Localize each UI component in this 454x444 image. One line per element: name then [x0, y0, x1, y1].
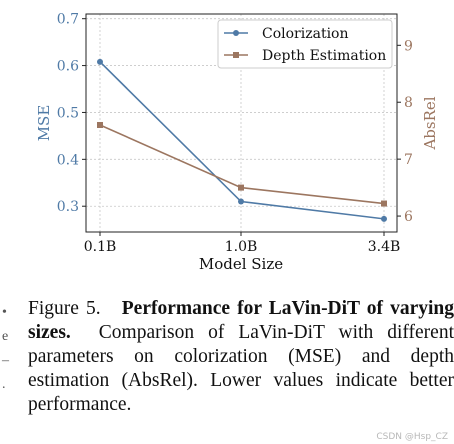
legend-colorization-marker [233, 30, 239, 36]
x-tick-label: 3.4B [368, 239, 401, 255]
watermark: CSDN @Hsp_CZ [376, 432, 448, 442]
series-line-depth-estimation [99, 124, 385, 205]
caption-label: Figure 5. [28, 298, 101, 319]
right-tick-label: 7 [404, 152, 413, 168]
x-axis-label: Model Size [199, 255, 283, 273]
data-point-depth-estimation [381, 200, 387, 207]
legend: Colorization Depth Estimation [217, 19, 393, 69]
margin-glyph: – [2, 353, 9, 368]
margin-glyph: e [2, 329, 9, 344]
x-tick-label: 0.1B [84, 239, 117, 255]
right-tick-label: 8 [404, 95, 413, 111]
margin-glyph: . [2, 377, 6, 392]
left-axis-label: MSE [35, 105, 53, 142]
data-point-depth-estimation [97, 121, 103, 128]
right-axis-ticks: 6 7 8 9 [397, 38, 413, 225]
figure-caption: Figure 5. Performance for LaVin-DiT of v… [28, 297, 454, 417]
caption-title: Performance for LaVin-DiT of varying siz… [28, 298, 454, 343]
right-tick-label: 6 [404, 209, 413, 225]
caption-text: Comparison of LaVin-DiT with different p… [28, 322, 454, 415]
margin-glyphs: • e – . [2, 301, 12, 397]
margin-glyph: • [2, 305, 7, 320]
x-tick-label: 1.0B [225, 239, 258, 255]
left-tick-label: 0.4 [57, 152, 79, 168]
right-tick-label: 9 [404, 38, 413, 54]
left-tick-label: 0.3 [57, 199, 79, 215]
x-axis-ticks: 0.1B 1.0B 3.4B [84, 232, 401, 255]
data-point-colorization [97, 58, 103, 65]
left-axis-ticks: 0.3 0.4 0.5 0.6 0.7 [57, 12, 86, 215]
legend-box [217, 19, 393, 69]
data-point-colorization [381, 215, 387, 222]
legend-depth-label: Depth Estimation [262, 48, 386, 64]
dual-axis-line-chart: 0.3 0.4 0.5 0.6 0.7 6 7 8 9 0.1B 1.0B 3.4B MSE Ab… [35, 12, 439, 273]
series-layer [97, 58, 387, 222]
right-axis-label: AbsRel [421, 96, 439, 150]
legend-colorization-label: Colorization [262, 26, 349, 42]
legend-depth-marker [233, 52, 239, 58]
data-point-colorization [238, 198, 244, 205]
series-line-colorization [99, 61, 385, 220]
left-tick-label: 0.5 [57, 105, 79, 121]
data-point-depth-estimation [238, 184, 244, 191]
left-tick-label: 0.7 [57, 12, 79, 28]
left-tick-label: 0.6 [57, 59, 79, 75]
